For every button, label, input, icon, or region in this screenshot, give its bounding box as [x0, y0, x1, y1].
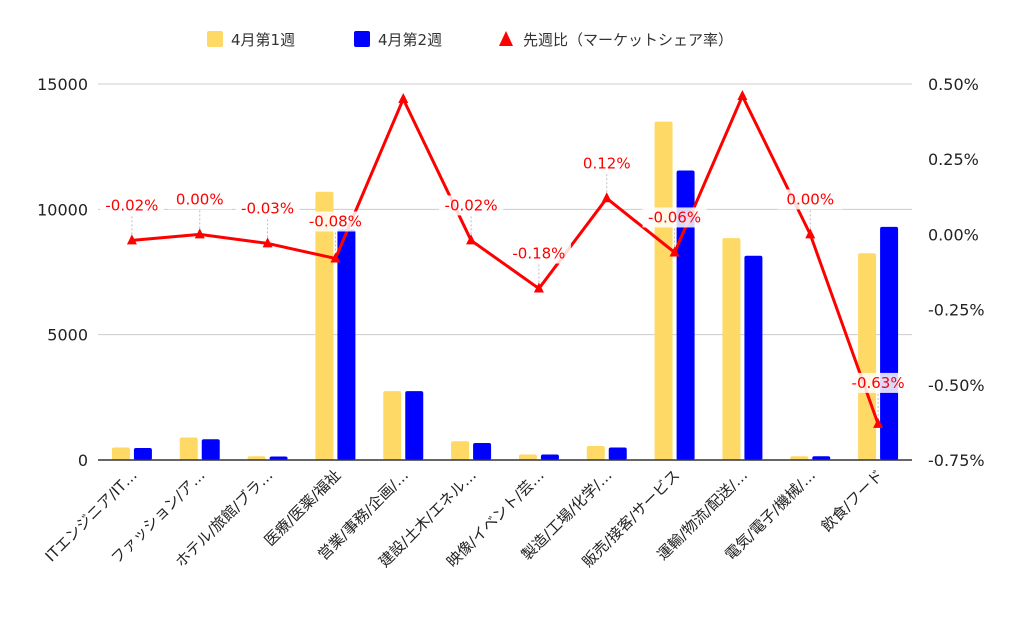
- data-label-bg: [99, 195, 164, 216]
- legend-label-week2: 4月第2週: [378, 31, 442, 49]
- x-tick-label: 飲食/フード: [818, 466, 887, 535]
- data-label-bg: [778, 189, 843, 210]
- data-label-bg: [167, 189, 232, 210]
- share-point: [737, 90, 748, 101]
- right-tick-label: 0.50%: [928, 75, 979, 94]
- bar-week2: [201, 439, 220, 460]
- right-tick-label: 0.00%: [928, 225, 979, 244]
- share-point: [194, 228, 205, 239]
- data-label: -0.63%: [852, 374, 905, 392]
- bar-week2: [540, 454, 559, 460]
- bar-week1: [315, 191, 334, 460]
- legend-triangle-icon: [499, 31, 513, 46]
- share-line: [131, 94, 880, 425]
- bar-week1: [451, 441, 470, 460]
- bar-week2: [405, 391, 424, 460]
- legend-swatch-week2: [354, 31, 370, 47]
- share-line-series: [126, 90, 884, 428]
- bar-week2: [608, 447, 627, 460]
- bar-week2: [744, 255, 763, 460]
- share-point: [330, 252, 341, 263]
- share-point: [805, 228, 816, 239]
- bar-week1: [383, 391, 402, 460]
- data-label-bg: [574, 153, 639, 174]
- data-label-bg: [506, 243, 571, 264]
- bar-week1: [518, 454, 537, 460]
- right-tick-label: -0.50%: [928, 376, 985, 395]
- bar-week1: [247, 456, 266, 460]
- bar-week1: [111, 447, 130, 460]
- legend-label-week1: 4月第1週: [231, 31, 295, 49]
- bar-week1: [858, 253, 877, 460]
- bar-week2: [812, 456, 831, 460]
- share-point: [533, 282, 544, 293]
- data-label: -0.02%: [105, 196, 158, 214]
- left-tick-label: 5000: [47, 326, 88, 345]
- bar-week2: [337, 229, 356, 460]
- data-label-bg: [846, 372, 911, 393]
- data-label: -0.03%: [241, 199, 294, 217]
- left-tick-label: 15000: [37, 75, 88, 94]
- bar-week2: [880, 226, 899, 460]
- data-label: 0.12%: [583, 154, 631, 172]
- right-tick-label: -0.25%: [928, 301, 985, 320]
- bar-week2: [269, 456, 288, 460]
- share-point: [873, 417, 884, 428]
- x-axis-labels: ITエンジニア/IT…ファッション/ア…ホテル/旅館/ブラ…医療/医薬/福祉営業…: [42, 466, 887, 571]
- bar-week2: [473, 442, 492, 460]
- bar-week2: [133, 447, 152, 460]
- bar-week1: [790, 456, 809, 460]
- legend-label-share: 先週比（マーケットシェア率）: [523, 31, 733, 49]
- right-tick-label: -0.75%: [928, 451, 985, 470]
- data-label-bg: [439, 195, 504, 216]
- share-point: [466, 234, 477, 245]
- data-label: -0.02%: [445, 196, 498, 214]
- data-label: 0.00%: [786, 190, 834, 208]
- left-tick-label: 0: [78, 451, 88, 470]
- data-label: 0.00%: [176, 190, 224, 208]
- bar-week2: [676, 170, 695, 461]
- legend: 4月第1週 4月第2週 先週比（マーケットシェア率）: [207, 31, 733, 49]
- share-point: [262, 237, 273, 248]
- data-label-bg: [642, 207, 707, 228]
- share-point: [669, 246, 680, 257]
- gridlines: [98, 83, 912, 336]
- bar-week1: [722, 238, 741, 460]
- legend-swatch-week1: [207, 31, 223, 47]
- bar-week1: [586, 445, 605, 460]
- bar-week1: [654, 121, 673, 460]
- data-label: -0.18%: [512, 245, 565, 263]
- left-axis: 0 5000 10000 15000: [37, 75, 88, 470]
- data-label-bg: [303, 211, 368, 232]
- share-point: [601, 192, 612, 203]
- data-label: -0.06%: [648, 208, 701, 226]
- data-label-bg: [235, 198, 300, 219]
- share-point: [398, 93, 409, 104]
- data-label: -0.08%: [309, 212, 362, 230]
- left-tick-label: 10000: [37, 200, 88, 219]
- share-point: [126, 234, 137, 245]
- right-tick-label: 0.25%: [928, 150, 979, 169]
- right-axis: -0.75% -0.50% -0.25% 0.00% 0.25% 0.50%: [928, 75, 985, 470]
- data-labels: -0.02% 0.00% -0.03% -0.08% -0.02% -0.18% 0.12%…: [99, 153, 911, 418]
- bar-week1: [179, 437, 198, 460]
